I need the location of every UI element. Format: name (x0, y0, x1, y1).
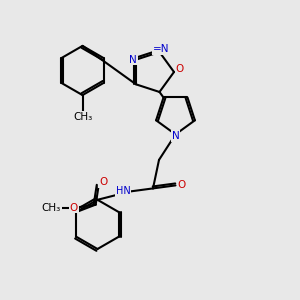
Text: CH₃: CH₃ (73, 112, 92, 122)
Text: =N: =N (153, 44, 169, 54)
Text: O: O (70, 202, 78, 213)
Text: O: O (176, 64, 184, 74)
Text: N: N (129, 55, 137, 65)
Text: O: O (177, 180, 186, 190)
Text: HN: HN (116, 186, 130, 197)
Text: O: O (99, 177, 107, 187)
Text: CH₃: CH₃ (42, 202, 61, 213)
Text: N: N (172, 131, 179, 141)
